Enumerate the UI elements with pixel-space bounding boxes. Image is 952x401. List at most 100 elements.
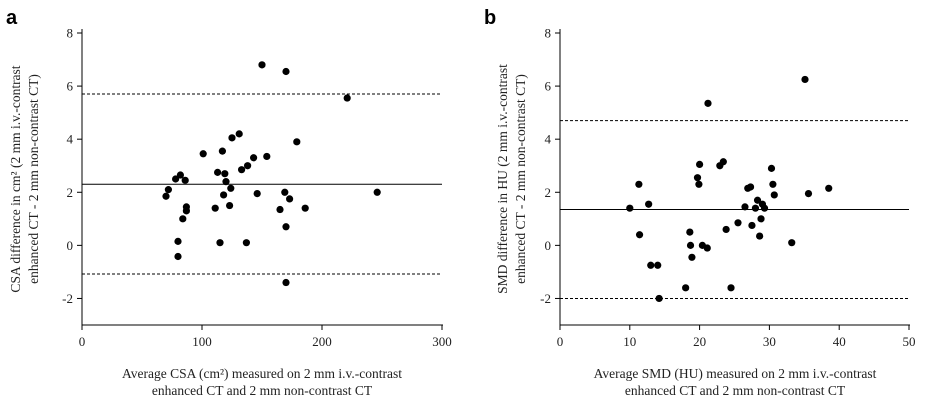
data-point <box>655 294 663 303</box>
y-tick-label: 4 <box>67 132 74 147</box>
x-tick-label: 20 <box>693 334 706 349</box>
y-axis-label-line: CSA difference in cm² (2 mm i.v.-contras… <box>8 65 23 292</box>
data-point <box>756 232 764 240</box>
data-point <box>748 221 756 230</box>
data-point <box>199 150 207 158</box>
data-point <box>769 180 777 188</box>
y-tick-label: 2 <box>545 185 552 200</box>
data-point <box>242 239 250 247</box>
y-axis-label-line: enhanced CT - 2 mm non-contrast CT) <box>513 74 528 284</box>
data-point <box>250 154 258 162</box>
data-point <box>751 204 760 212</box>
data-point <box>258 61 266 69</box>
data-point <box>179 215 187 223</box>
x-axis-label-line: enhanced CT and 2 mm non-contrast CT <box>152 383 373 398</box>
data-point <box>825 184 833 192</box>
data-point <box>719 158 727 166</box>
y-tick-label: -2 <box>540 291 551 306</box>
data-point <box>174 252 182 261</box>
data-point <box>686 241 695 249</box>
data-point <box>654 261 662 269</box>
x-tick-label: 0 <box>557 334 564 349</box>
data-point <box>293 138 301 146</box>
data-point <box>253 190 261 198</box>
data-point <box>281 188 289 196</box>
x-axis-label-line: Average SMD (HU) measured on 2 mm i.v.-c… <box>594 366 877 381</box>
data-point <box>626 204 634 212</box>
data-point <box>760 204 769 212</box>
y-tick-label: 0 <box>67 238 74 253</box>
data-point <box>216 239 224 247</box>
data-point <box>722 225 730 234</box>
y-tick-label: -2 <box>62 291 73 306</box>
data-point <box>693 174 702 182</box>
data-point <box>635 231 644 239</box>
data-point <box>682 284 690 292</box>
data-point <box>770 191 778 199</box>
y-axis-label-line: SMD difference in HU (2 mm i.v.-contrast <box>495 64 510 294</box>
x-tick-label: 30 <box>763 334 776 349</box>
data-point <box>741 203 749 211</box>
data-point <box>218 147 226 155</box>
panel-a: a -2 0 2 4 6 8 0 100 200 300 Average CSA (cm²) meas… <box>6 7 452 398</box>
x-tick-label: 300 <box>432 334 452 349</box>
data-point <box>696 160 704 168</box>
data-point <box>757 215 765 223</box>
data-point <box>176 171 184 179</box>
data-point <box>734 219 742 227</box>
data-point <box>282 223 290 231</box>
data-point <box>647 261 655 269</box>
data-point <box>282 278 290 287</box>
x-axis-label-line: enhanced CT and 2 mm non-contrast CT <box>625 383 846 398</box>
panel-b: b -2 0 2 4 6 8 0 10 20 30 40 50 Average SMD (HU) meas… <box>484 7 916 398</box>
data-point <box>227 184 235 192</box>
y-tick-label: 8 <box>67 26 74 41</box>
data-point <box>226 201 234 210</box>
x-axis-label-line: Average CSA (cm²) measured on 2 mm i.v.-… <box>122 366 402 381</box>
data-point <box>343 94 351 102</box>
data-point <box>301 204 309 212</box>
data-point <box>182 203 190 211</box>
data-point <box>172 175 180 183</box>
data-point <box>263 152 271 161</box>
data-point <box>286 195 294 203</box>
data-point <box>282 67 290 76</box>
x-tick-label: 0 <box>79 334 86 349</box>
y-tick-label: 2 <box>67 185 74 200</box>
data-point <box>704 99 712 107</box>
data-point <box>235 130 243 138</box>
data-point <box>164 186 172 194</box>
x-tick-label: 40 <box>833 334 846 349</box>
data-point <box>211 204 219 212</box>
data-point <box>801 75 809 84</box>
data-point <box>695 180 703 188</box>
data-point <box>181 176 189 184</box>
data-point <box>221 170 229 178</box>
data-point <box>635 180 643 188</box>
data-point <box>244 162 252 170</box>
data-point <box>222 178 230 186</box>
y-axis-label-line: enhanced CT - 2 mm non-contrast CT) <box>26 74 41 284</box>
x-tick-label: 200 <box>312 334 332 349</box>
data-point <box>804 190 813 198</box>
data-point <box>788 239 796 247</box>
y-tick-label: 6 <box>67 79 74 94</box>
data-point <box>746 183 755 191</box>
y-tick-label: 8 <box>545 26 552 41</box>
panel-label: a <box>6 7 18 29</box>
data-point <box>688 253 696 261</box>
data-point <box>645 200 653 208</box>
panel-label: b <box>484 7 496 29</box>
data-point <box>238 166 246 174</box>
data-point <box>228 134 236 142</box>
data-point <box>162 192 170 200</box>
data-point <box>214 168 222 176</box>
data-point <box>686 228 694 236</box>
data-point <box>373 188 381 196</box>
y-tick-label: 6 <box>545 79 552 94</box>
data-point <box>727 284 735 292</box>
x-tick-label: 100 <box>192 334 212 349</box>
data-point <box>276 205 284 214</box>
data-point <box>174 237 182 245</box>
